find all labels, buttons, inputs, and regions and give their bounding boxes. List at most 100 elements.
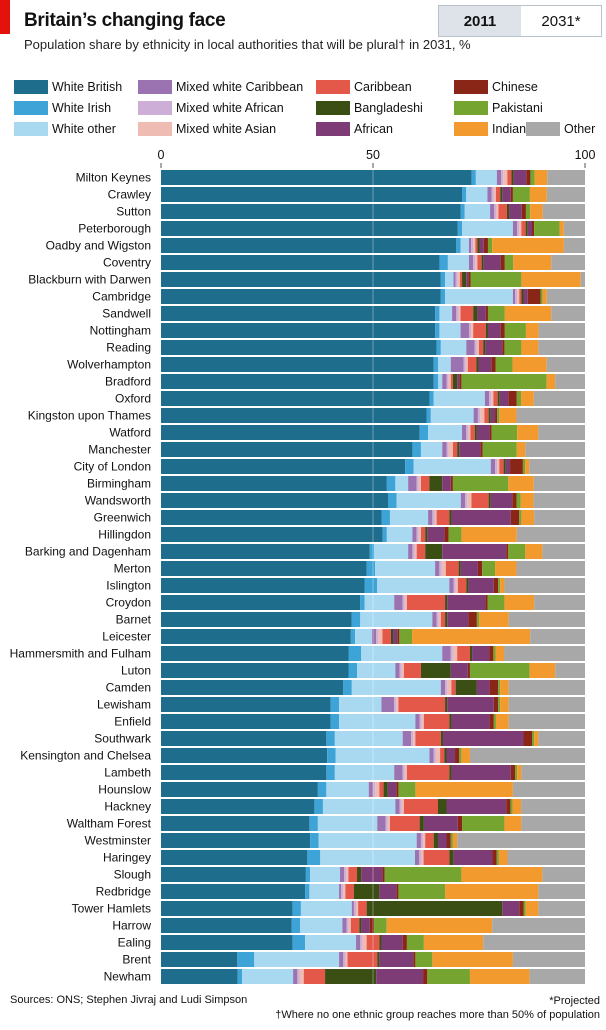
year-toggle-2031[interactable]: 2031* — [521, 5, 602, 37]
bar-segment-white-irish — [419, 425, 429, 440]
bar-segment-other — [546, 289, 585, 304]
bar-segment-african — [476, 425, 490, 440]
bar-segment-white-irish — [326, 765, 335, 780]
bar-segment-white-other — [241, 969, 294, 984]
bar-segment-mixed-white-asian — [503, 170, 508, 185]
bar-segment-pakistani — [461, 374, 547, 389]
bar-segment-white-other — [317, 816, 378, 831]
bar-segment-mixed-white-asian — [448, 442, 453, 457]
bar-segment-pakistani — [530, 170, 535, 185]
bar-segment-chinese — [506, 799, 511, 814]
bar-segment-white-other — [375, 561, 436, 576]
category-label: Croydon — [106, 596, 151, 610]
bar-segment-pakistani — [399, 629, 413, 644]
bar-segment-white-british — [161, 799, 315, 814]
bar-segment-chinese — [444, 527, 449, 542]
bar-segment-mixed-white-asian — [404, 765, 407, 780]
bar-segment-indian — [542, 289, 547, 304]
bar-segment-other — [547, 170, 585, 185]
bar-segment-chinese — [510, 187, 513, 202]
bar-segment-caribbean — [436, 510, 450, 525]
bar-segment-mixed-white-asian — [517, 289, 520, 304]
bar-segment-mixed-white-caribbean — [408, 544, 413, 559]
bar-segment-mixed-white-caribbean — [339, 867, 345, 882]
category-label: Barnet — [116, 613, 152, 627]
bar-segment-mixed-white-caribbean — [402, 731, 412, 746]
bar-segment-bangladeshi — [449, 765, 452, 780]
bar-segment-white-other — [428, 425, 463, 440]
bar-segment-mixed-white-caribbean — [460, 493, 466, 508]
bar-segment-white-irish — [330, 714, 340, 729]
bar-segment-bangladeshi — [420, 663, 451, 678]
bar-segment-pakistani — [493, 714, 496, 729]
bar-segment-white-other — [430, 408, 474, 423]
bar-segment-white-irish — [350, 629, 356, 644]
bar-segment-indian — [479, 612, 509, 627]
bar-segment-chinese — [526, 170, 531, 185]
bar-segment-indian — [461, 527, 517, 542]
bar-segment-white-british — [161, 323, 436, 338]
bar-segment-chinese — [382, 867, 385, 882]
x-tick-label: 50 — [366, 148, 380, 162]
bar-segment-white-irish — [237, 969, 242, 984]
bar-segment-other — [551, 255, 585, 270]
category-label: Redbridge — [96, 885, 152, 899]
bar-segment-mixed-white-african — [473, 255, 476, 270]
bar-segment-other — [508, 714, 585, 729]
bar-segment-pakistani — [495, 357, 513, 372]
bar-segment-pakistani — [522, 459, 526, 474]
bar-segment-white-other — [396, 493, 461, 508]
bar-segment-indian — [521, 272, 581, 287]
bar-segment-chinese — [485, 306, 488, 321]
bar-segment-chinese — [519, 901, 524, 916]
bar-segment-white-other — [462, 221, 513, 236]
bar-segment-other — [542, 867, 585, 882]
bar-segment-white-british — [161, 289, 441, 304]
bar-segment-other — [542, 204, 585, 219]
bar-segment-mixed-white-caribbean — [408, 476, 417, 491]
bar-segment-mixed-white-caribbean — [428, 510, 433, 525]
bar-segment-caribbean — [420, 527, 426, 542]
bar-segment-chinese — [467, 663, 470, 678]
bar-segment-caribbean — [493, 391, 498, 406]
category-label: Bradford — [105, 375, 151, 389]
bar-segment-indian — [461, 748, 470, 763]
bar-segment-pakistani — [532, 731, 535, 746]
bar-segment-white-irish — [366, 561, 376, 576]
bar-segment-white-other — [445, 272, 454, 287]
bar-segment-mixed-white-african — [477, 408, 481, 423]
bar-segment-indian — [559, 221, 564, 236]
year-toggle-2011[interactable]: 2011 — [438, 5, 522, 37]
bar-segment-other — [457, 833, 585, 848]
bar-segment-indian — [512, 357, 547, 372]
legend-label: White other — [52, 122, 116, 136]
bar-segment-mixed-white-african — [346, 918, 349, 933]
bar-segment-other — [492, 918, 585, 933]
bar-segment-chinese — [510, 765, 516, 780]
category-label: Hammersmith and Fulham — [10, 647, 151, 661]
category-label: Nottingham — [90, 324, 151, 338]
bar-segment-other — [508, 697, 585, 712]
bar-segment-mixed-white-african — [402, 595, 405, 610]
bar-segment-pakistani — [406, 935, 424, 950]
bar-segment-other — [533, 476, 585, 491]
category-label: Oadby and Wigston — [46, 239, 151, 253]
bar-segment-white-other — [254, 952, 340, 967]
bar-segment-mixed-white-african — [297, 969, 300, 984]
bar-segment-bangladeshi — [462, 272, 467, 287]
bar-segment-indian — [512, 799, 522, 814]
bar-segment-white-irish — [433, 357, 438, 372]
bar-segment-caribbean — [440, 748, 445, 763]
bar-segment-other — [508, 680, 585, 695]
bar-segment-other — [546, 187, 585, 202]
bar-segment-mixed-white-asian — [467, 493, 472, 508]
bar-segment-chinese — [450, 476, 453, 491]
bar-segment-mixed-white-african — [439, 561, 442, 576]
bar-segment-african — [446, 799, 507, 814]
bar-segment-mixed-white-caribbean — [339, 884, 342, 899]
bar-segment-pakistani — [476, 612, 479, 627]
bar-segment-mixed-white-asian — [418, 527, 421, 542]
category-label: Peterborough — [78, 222, 151, 236]
bar-segment-mixed-white-asian — [396, 697, 399, 712]
bar-segment-white-irish — [426, 408, 431, 423]
